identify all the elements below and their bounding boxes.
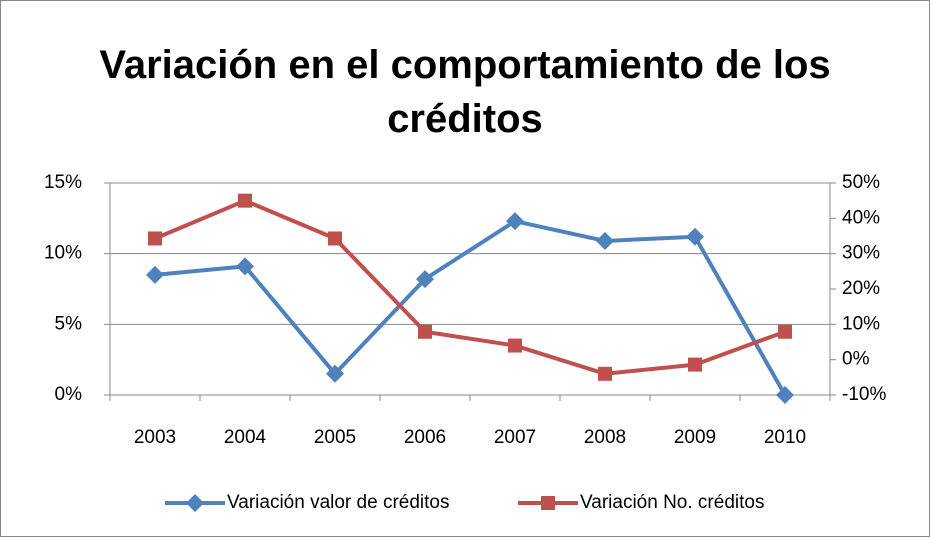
marker (688, 357, 702, 372)
marker (686, 227, 704, 246)
marker (506, 212, 524, 231)
y2-tick-label: -10% (842, 384, 886, 405)
marker (508, 338, 522, 353)
marker (541, 496, 555, 510)
y2-tick-label: 30% (842, 243, 880, 264)
marker (596, 231, 614, 250)
marker (326, 364, 344, 383)
y2-tick-label: 10% (842, 313, 880, 334)
marker (146, 265, 164, 284)
x-tick-label: 2006 (404, 427, 446, 448)
marker (148, 231, 162, 246)
marker (328, 231, 342, 246)
marker (598, 366, 612, 381)
legend-label: Variación No. créditos (580, 492, 764, 513)
marker (238, 193, 252, 208)
series-line (154, 219, 787, 396)
x-tick-label: 2004 (224, 427, 267, 448)
legend-label: Variación valor de créditos (227, 492, 449, 513)
marker (778, 324, 792, 339)
x-tick-label: 2007 (494, 427, 536, 448)
marker (418, 324, 432, 339)
chart-title: Variación en el comportamiento de los cr… (99, 43, 831, 141)
marker (186, 494, 204, 512)
x-tick-label: 2008 (584, 427, 626, 448)
marker (236, 257, 254, 276)
x-tick-label: 2003 (134, 427, 176, 448)
y-tick-label: 0% (55, 384, 83, 405)
y2-tick-label: 0% (842, 349, 870, 370)
y-tick-label: 5% (55, 313, 83, 334)
x-tick-label: 2005 (314, 427, 356, 448)
series-line (154, 198, 786, 376)
y2-tick-label: 40% (842, 207, 880, 228)
x-tick-label: 2009 (674, 427, 716, 448)
y-tick-label: 10% (44, 243, 82, 264)
y2-tick-label: 20% (842, 278, 880, 299)
marker (416, 270, 434, 289)
marker (776, 386, 794, 404)
y2-tick-label: 50% (842, 172, 880, 193)
y-tick-label: 15% (44, 172, 82, 193)
x-tick-label: 2010 (764, 427, 806, 448)
